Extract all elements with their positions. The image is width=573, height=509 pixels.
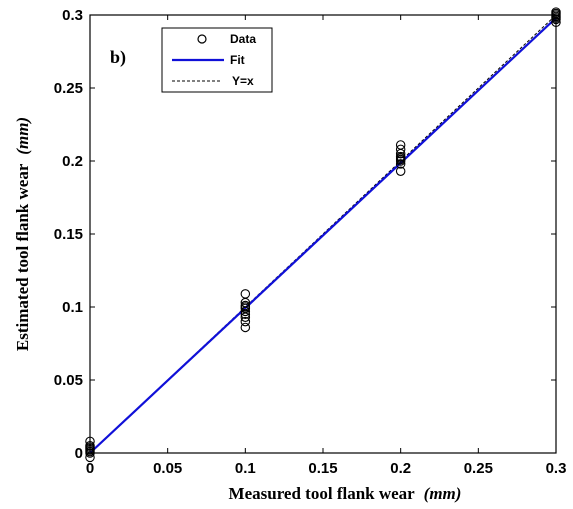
y-axis-label: Estimated tool flank wear (mm) bbox=[13, 117, 32, 351]
data-point bbox=[395, 144, 406, 155]
legend-data-label: Data bbox=[230, 32, 256, 46]
data-point bbox=[240, 322, 251, 333]
panel-label: b) bbox=[110, 47, 126, 68]
x-tick-label: 0.25 bbox=[464, 460, 493, 477]
series-layer bbox=[85, 7, 561, 463]
data-point bbox=[395, 140, 406, 150]
y-tick-label: 0.3 bbox=[62, 7, 83, 24]
data-point bbox=[85, 440, 95, 451]
legend: Data Fit Y=x bbox=[161, 27, 273, 93]
x-axis-label: Measured tool flank wear (mm) bbox=[229, 484, 462, 503]
x-tick-label: 0.05 bbox=[153, 460, 182, 477]
x-tick-label: 0 bbox=[86, 460, 94, 477]
data-point bbox=[85, 436, 95, 447]
x-axis-ticks: 0 0.05 0.1 0.15 0.2 0.25 0.3 bbox=[86, 15, 567, 477]
x-tick-label: 0.15 bbox=[308, 460, 337, 477]
x-tick-label: 0.2 bbox=[390, 460, 411, 477]
data-point bbox=[395, 166, 406, 176]
y-axis-ticks: 0 0.05 0.1 0.15 0.2 0.25 0.3 bbox=[54, 7, 556, 462]
x-axis-label-unit: (mm) bbox=[424, 484, 462, 503]
data-point bbox=[240, 289, 251, 299]
y-tick-label: 0.15 bbox=[54, 226, 83, 243]
y-tick-label: 0 bbox=[75, 445, 83, 462]
data-point bbox=[395, 159, 406, 169]
data-point bbox=[551, 7, 561, 17]
data-point bbox=[240, 316, 251, 327]
y-tick-label: 0.1 bbox=[62, 299, 83, 316]
x-axis-label-text: Measured tool flank wear bbox=[229, 484, 416, 503]
legend-identity-label: Y=x bbox=[232, 74, 254, 88]
legend-data-marker bbox=[197, 34, 207, 44]
data-point bbox=[240, 300, 251, 311]
y-tick-label: 0.2 bbox=[62, 153, 83, 170]
y-tick-label: 0.25 bbox=[54, 80, 83, 97]
x-tick-label: 0.1 bbox=[235, 460, 256, 477]
y-axis-label-unit: (mm) bbox=[13, 117, 32, 155]
legend-fit-label: Fit bbox=[230, 53, 245, 67]
fit-line bbox=[89, 17, 557, 454]
x-tick-label: 0.3 bbox=[546, 460, 567, 477]
y-tick-label: 0.05 bbox=[54, 372, 83, 389]
y-axis-label-text: Estimated tool flank wear bbox=[13, 163, 32, 351]
data-point bbox=[395, 151, 406, 162]
